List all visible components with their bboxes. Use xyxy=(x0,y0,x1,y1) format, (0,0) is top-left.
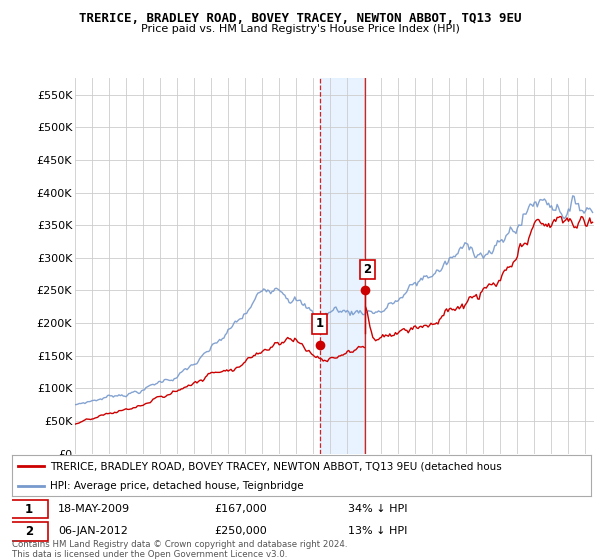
Text: Price paid vs. HM Land Registry's House Price Index (HPI): Price paid vs. HM Land Registry's House … xyxy=(140,24,460,34)
Text: 18-MAY-2009: 18-MAY-2009 xyxy=(58,504,130,514)
Text: 06-JAN-2012: 06-JAN-2012 xyxy=(58,526,128,536)
Text: Contains HM Land Registry data © Crown copyright and database right 2024.
This d: Contains HM Land Registry data © Crown c… xyxy=(12,540,347,559)
Text: 34% ↓ HPI: 34% ↓ HPI xyxy=(348,504,407,514)
FancyBboxPatch shape xyxy=(9,500,49,518)
Text: 1: 1 xyxy=(316,318,324,330)
FancyBboxPatch shape xyxy=(9,522,49,540)
Text: 2: 2 xyxy=(25,525,33,538)
Bar xyxy=(320,78,365,454)
Text: TRERICE, BRADLEY ROAD, BOVEY TRACEY, NEWTON ABBOT, TQ13 9EU (detached hous: TRERICE, BRADLEY ROAD, BOVEY TRACEY, NEW… xyxy=(50,461,502,471)
Text: TRERICE, BRADLEY ROAD, BOVEY TRACEY, NEWTON ABBOT, TQ13 9EU: TRERICE, BRADLEY ROAD, BOVEY TRACEY, NEW… xyxy=(79,12,521,25)
Text: £167,000: £167,000 xyxy=(215,504,268,514)
Text: 2: 2 xyxy=(363,263,371,276)
Text: 13% ↓ HPI: 13% ↓ HPI xyxy=(348,526,407,536)
Text: HPI: Average price, detached house, Teignbridge: HPI: Average price, detached house, Teig… xyxy=(50,480,303,491)
Text: £250,000: £250,000 xyxy=(215,526,268,536)
Text: 1: 1 xyxy=(25,502,33,516)
